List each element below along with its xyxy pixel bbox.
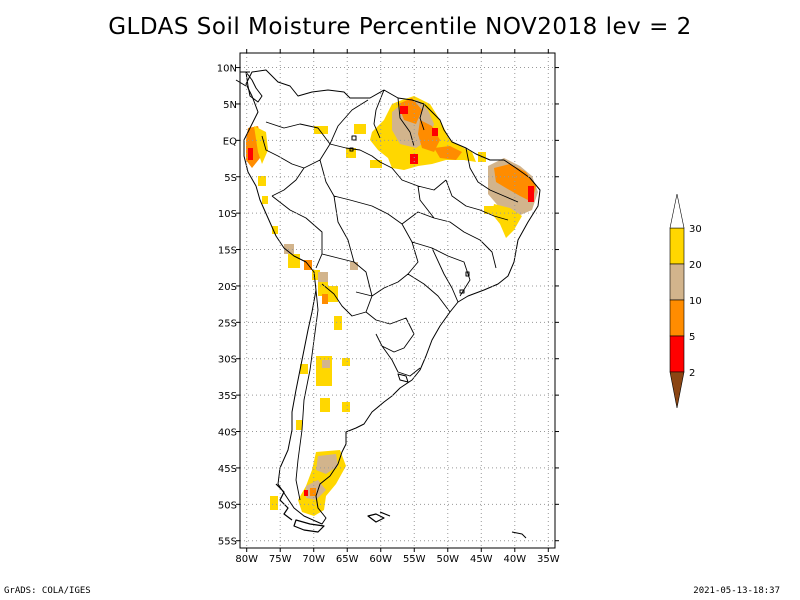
boundaries [235,69,541,539]
lon-tick-label: 70W [302,554,325,565]
shading-ecuador-yellow [254,126,268,164]
legend-swatch [669,335,685,373]
shading-red-cell [400,106,408,114]
percentile-shading [246,96,538,516]
continent-coastline [243,69,541,525]
lon-tick-label: 40W [503,554,526,565]
lat-tick-label: 30S [218,355,237,366]
lon-tick-label: 65W [336,554,359,565]
legend-swatch [669,227,685,265]
lat-tick-label: 15S [218,246,237,257]
percentile-legend: 2 5 10 20 30 [669,193,702,409]
shading-patagonia-tan [316,454,338,474]
map-title: GLDAS Soil Moisture Percentile NOV2018 l… [108,14,692,40]
south-georgia [511,531,527,539]
map-frame [239,52,556,549]
legend-arrow-top [669,193,685,229]
legend-label: 20 [689,260,702,271]
lat-tick-label: EQ [223,136,237,147]
lon-tick-label: 35W [537,554,560,565]
lat-tick-label: 20S [218,282,237,293]
legend-label: 30 [689,224,702,235]
lon-tick-label: 45W [470,554,493,565]
legend-label: 10 [689,296,702,307]
shading-northeast-yellow [492,204,522,238]
shading-guiana-orange [398,98,422,124]
lon-tick-label: 80W [235,554,258,565]
legend-swatch [669,299,685,337]
legend-label: 2 [689,368,695,379]
lon-tick-label: 55W [403,554,426,565]
footer-credit: GrADS: COLA/IGES [4,586,91,596]
lat-tick-label: 25S [218,318,237,329]
lagoon [397,373,409,383]
legend-arrow-bottom [669,371,685,409]
shading-red-cell [528,186,534,202]
shading-red-cell [432,128,438,136]
lat-tick-label: 10N [217,64,237,75]
lat-tick-label: 45S [218,464,237,475]
shading-red-cell [248,148,253,160]
lat-tick-label: 50S [218,500,237,511]
central-america-coast [245,71,263,103]
legend-label: 5 [689,332,695,343]
lat-tick-label: 5S [224,173,237,184]
shading-northeast-orange [494,164,536,202]
lat-tick-label: 10S [218,209,237,220]
falkland-islands [367,511,391,523]
panama-coast [235,71,250,87]
axis-ticks: 80W 75W 70W 65W 60W 55W 50W 45W 40W 35W 10N 5N EQ 5S 1… [217,49,560,565]
shading-red-cell [304,490,308,496]
tierra-del-fuego [293,519,325,533]
lat-tick-label: 5N [223,100,237,111]
footer-timestamp: 2021-05-13-18:37 [693,586,780,596]
lat-tick-label: 35S [218,391,237,402]
lat-tick-label: 40S [218,428,237,439]
lon-tick-label: 50W [436,554,459,565]
lon-tick-label: 75W [269,554,292,565]
lat-tick-label: 55S [218,537,237,548]
lon-tick-label: 60W [369,554,392,565]
shading-red-cell [410,154,418,164]
coordinate-grid [240,53,555,548]
legend-swatch [669,263,685,301]
